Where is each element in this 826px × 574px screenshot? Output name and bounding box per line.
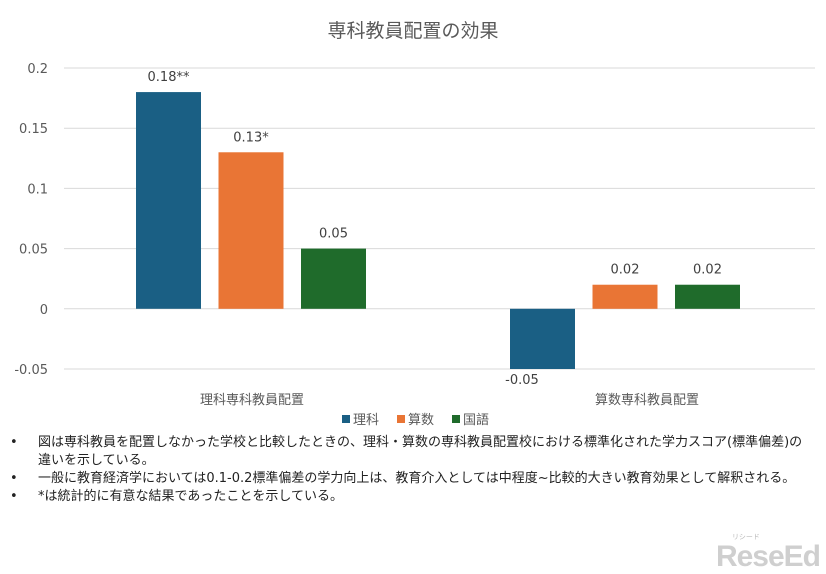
y-tick-label: 0.05 bbox=[19, 243, 48, 258]
data-label: 0.18** bbox=[148, 70, 190, 85]
legend-swatch bbox=[452, 415, 460, 423]
bar-国語 bbox=[301, 248, 366, 309]
note-text: *は統計的に有意な結果であったことを示している。 bbox=[38, 489, 343, 504]
bar-算数 bbox=[592, 284, 658, 309]
bullet: • bbox=[10, 489, 18, 504]
logo-text: ReseEd bbox=[715, 540, 821, 573]
bar-国語 bbox=[675, 284, 740, 309]
y-tick-label: 0.15 bbox=[19, 122, 48, 137]
y-tick-label: -0.05 bbox=[14, 363, 48, 378]
y-tick-label: 0 bbox=[40, 303, 48, 318]
data-label: 0.02 bbox=[611, 263, 640, 278]
legend: 理科 算数 国語 bbox=[342, 412, 489, 428]
note-item: • 図は専科教員を配置しなかった学校と比較したときの、理科・算数の専科教員配置校に… bbox=[8, 434, 808, 470]
bar-chart: 専科教員配置の効果 0.2 0.15 0.1 0.05 0 -0.05 0.18** -0.… bbox=[14, 20, 815, 428]
legend-swatch bbox=[342, 415, 350, 423]
legend-label: 算数 bbox=[408, 413, 434, 428]
data-label: -0.05 bbox=[505, 373, 539, 388]
category-label: 理科専科教員配置 bbox=[200, 392, 304, 408]
data-label: 0.13* bbox=[233, 130, 269, 145]
bullet: • bbox=[10, 471, 18, 486]
note-text: 一般に教育経済学においては0.1-0.2標準偏差の学力向上は、教育介入としては中… bbox=[38, 471, 796, 486]
category-label: 算数専科教員配置 bbox=[595, 392, 699, 408]
grid: 0.2 0.15 0.1 0.05 0 -0.05 bbox=[14, 62, 815, 378]
y-tick-label: 0.2 bbox=[27, 62, 48, 77]
bar-算数 bbox=[218, 152, 284, 309]
bars: 0.18** -0.05 0.13* 0.02 0.05 0.02 bbox=[136, 70, 740, 388]
note-item: • *は統計的に有意な結果であったことを示している。 bbox=[8, 488, 808, 506]
legend-label: 国語 bbox=[463, 412, 489, 428]
chart-title: 専科教員配置の効果 bbox=[327, 20, 498, 42]
bullet: • bbox=[10, 435, 18, 450]
data-label: 0.02 bbox=[693, 263, 722, 278]
y-tick-label: 0.1 bbox=[27, 182, 48, 197]
note-item: • 一般に教育経済学においては0.1-0.2標準偏差の学力向上は、教育介入としては… bbox=[8, 470, 808, 488]
legend-label: 理科 bbox=[353, 413, 379, 428]
note-text: 図は専科教員を配置しなかった学校と比較したときの、理科・算数の専科教員配置校にお… bbox=[38, 435, 803, 468]
legend-swatch bbox=[397, 415, 405, 423]
logo-ruby: リシード bbox=[731, 534, 760, 541]
bar-理科 bbox=[510, 308, 575, 369]
notes-list: • 図は専科教員を配置しなかった学校と比較したときの、理科・算数の専科教員配置校に… bbox=[8, 434, 808, 506]
data-label: 0.05 bbox=[319, 227, 348, 242]
logo: リシード ReseEd bbox=[715, 534, 821, 573]
category-axis: 理科専科教員配置 算数専科教員配置 bbox=[200, 392, 699, 408]
bar-理科 bbox=[136, 92, 201, 309]
